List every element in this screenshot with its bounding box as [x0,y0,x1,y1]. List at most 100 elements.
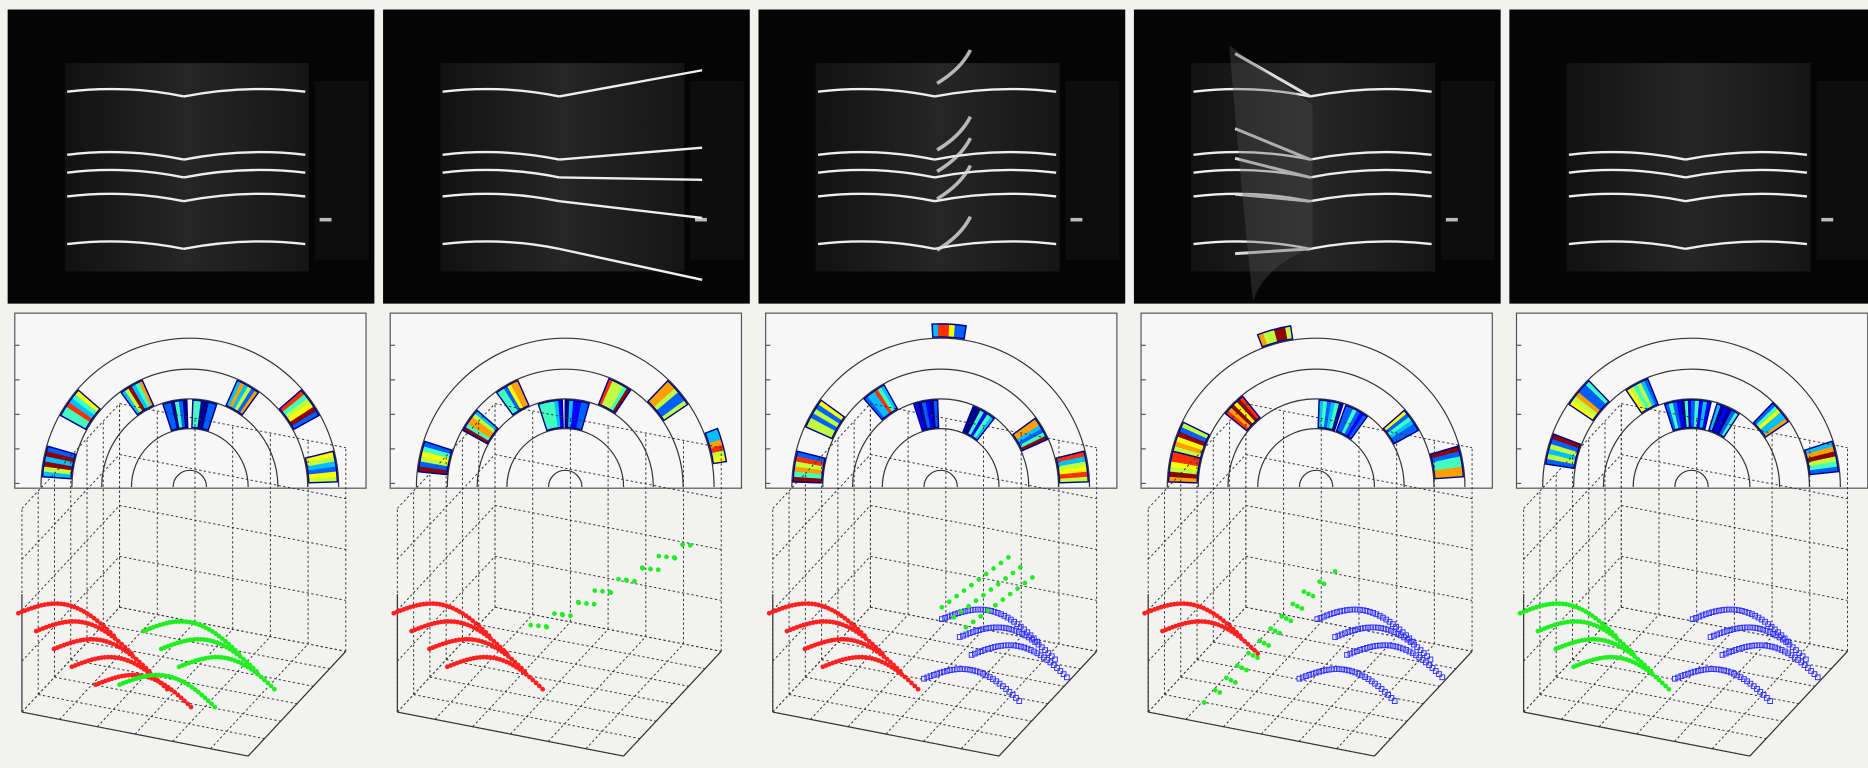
point [963,625,968,630]
point [664,554,669,559]
book [65,63,309,271]
clutter [1817,81,1868,260]
point [978,614,983,619]
camera-frame [8,10,375,304]
point [1251,653,1256,658]
point [568,613,573,618]
point [1233,680,1238,685]
point [672,556,677,561]
point [1311,594,1316,599]
point [939,605,944,610]
clutter [315,81,369,260]
point [1268,626,1273,631]
point [1288,618,1293,623]
point [1290,602,1295,607]
point [1322,581,1327,586]
point [1255,651,1260,656]
point [969,583,974,588]
point [951,615,956,620]
point [536,623,541,628]
point [1306,592,1311,597]
point [576,600,581,605]
polar-plot [766,313,1117,488]
camera-frame [383,10,750,304]
point [584,601,589,606]
point [966,604,971,609]
point [1228,678,1233,683]
polar-plot [390,313,741,488]
point [1257,639,1262,644]
point [1266,643,1271,648]
clutter [1446,218,1458,222]
point [624,578,629,583]
point [1295,604,1300,609]
point [981,593,986,598]
point [552,611,557,616]
wedge [943,324,950,337]
point [212,705,217,710]
point [1333,569,1338,574]
point [640,566,645,571]
book [816,63,1060,271]
point [1003,576,1008,581]
point [540,687,545,692]
point [1015,586,1020,591]
point [648,567,653,572]
point [1244,668,1249,673]
camera-frame [758,10,1125,304]
point [688,543,693,548]
point [996,582,1001,587]
point [1300,606,1305,611]
polar-plot [15,313,366,488]
clutter [1070,218,1082,222]
point [1224,675,1229,680]
point [1000,597,1005,602]
clutter [320,218,332,222]
point [1030,575,1035,580]
point [1202,700,1207,705]
point [962,588,967,593]
point [988,587,993,592]
point [974,598,979,603]
book [440,63,684,271]
point [1217,690,1222,695]
point [993,603,998,608]
book [1566,63,1810,271]
point [616,577,621,582]
book [1191,63,1435,271]
point [971,619,976,624]
point [680,542,685,547]
polar-plot [1141,313,1492,488]
figure [0,0,1868,768]
point [600,589,605,594]
point [656,567,661,572]
point [189,705,194,710]
point [1273,628,1278,633]
clutter [690,81,744,260]
point [1011,571,1016,576]
point [1277,631,1282,636]
point [984,572,989,577]
point [1317,579,1322,584]
clutter [1066,81,1120,260]
point [1667,687,1672,692]
camera-frame [1134,10,1501,304]
point [1262,641,1267,646]
clutter [1441,81,1495,260]
point [1235,663,1240,668]
clutter [1821,218,1833,222]
point [560,613,565,618]
point [592,602,597,607]
point [1246,651,1251,656]
point [959,609,964,614]
point [592,588,597,593]
point [1018,565,1023,570]
point [947,599,952,604]
point [1279,614,1284,619]
point [544,625,549,630]
point [976,577,981,582]
point [991,566,996,571]
point [656,554,661,559]
camera-frame [1509,10,1868,304]
point [954,594,959,599]
